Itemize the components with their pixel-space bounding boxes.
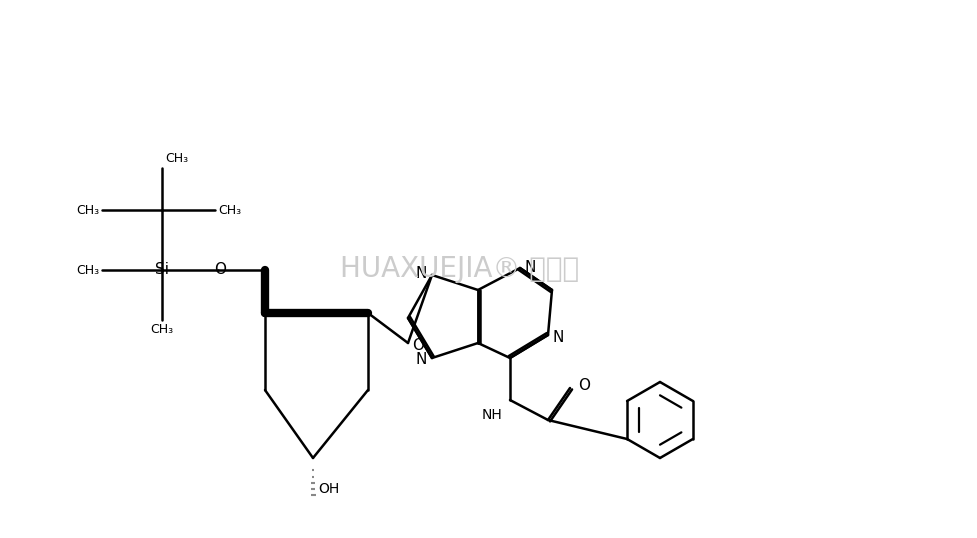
Text: O: O [578,379,590,393]
Text: CH₃: CH₃ [165,152,189,165]
Text: HUAXUEJIA® 化学加: HUAXUEJIA® 化学加 [340,255,578,283]
Text: N: N [415,266,427,281]
Text: N: N [553,329,565,344]
Text: CH₃: CH₃ [150,323,174,336]
Text: O: O [412,337,424,352]
Text: CH₃: CH₃ [76,203,99,216]
Text: NH: NH [482,408,502,422]
Text: OH: OH [318,482,339,496]
Text: CH₃: CH₃ [76,264,99,277]
Text: N: N [525,259,536,274]
Text: O: O [214,261,226,277]
Text: Si: Si [155,263,169,278]
Text: CH₃: CH₃ [218,203,241,216]
Text: N: N [415,352,427,367]
